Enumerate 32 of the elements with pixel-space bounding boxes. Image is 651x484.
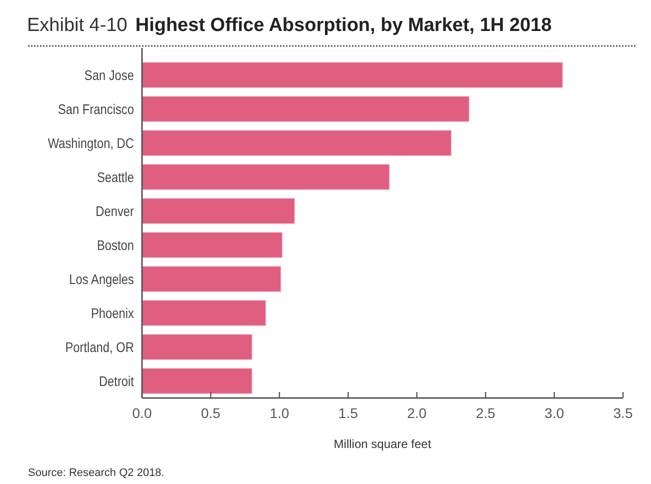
bar — [142, 62, 563, 88]
x-tick-label: 2.0 — [407, 405, 427, 421]
source-note: Source: Research Q2 2018. — [28, 467, 164, 479]
bar — [142, 334, 252, 360]
bar — [142, 164, 390, 190]
y-tick-label: Los Angeles — [69, 270, 134, 288]
x-tick-label: 3.5 — [613, 405, 633, 421]
x-tick-label: 1.0 — [270, 405, 290, 421]
y-tick-label: San Jose — [84, 66, 134, 84]
chart-title: Highest Office Absorption, by Market, 1H 2018 — [135, 15, 552, 36]
x-tick-label: 0.0 — [132, 405, 152, 421]
y-tick-label: Washington, DC — [48, 134, 134, 152]
y-tick-label: Seattle — [96, 168, 134, 186]
bar — [142, 130, 452, 156]
y-tick-label: San Francisco — [58, 100, 134, 118]
y-tick-label: Boston — [96, 236, 134, 254]
bar — [142, 266, 282, 292]
y-tick-label: Denver — [96, 202, 135, 220]
bar — [142, 368, 252, 394]
y-tick-label: Detroit — [98, 372, 134, 390]
x-tick-label: 0.5 — [200, 405, 221, 421]
x-axis-title: Million square feet — [334, 437, 432, 451]
x-tick-label: 3.0 — [544, 405, 564, 421]
bar — [142, 198, 295, 224]
bar — [142, 96, 470, 122]
text: Exhibit 4-10 — [27, 15, 128, 36]
y-tick-label: Portland, OR — [65, 338, 134, 356]
bar — [142, 300, 266, 326]
bar — [142, 232, 282, 258]
y-tick-label: Phoenix — [91, 304, 134, 322]
x-tick-label: 2.5 — [476, 405, 496, 421]
x-tick-label: 1.5 — [338, 405, 358, 421]
